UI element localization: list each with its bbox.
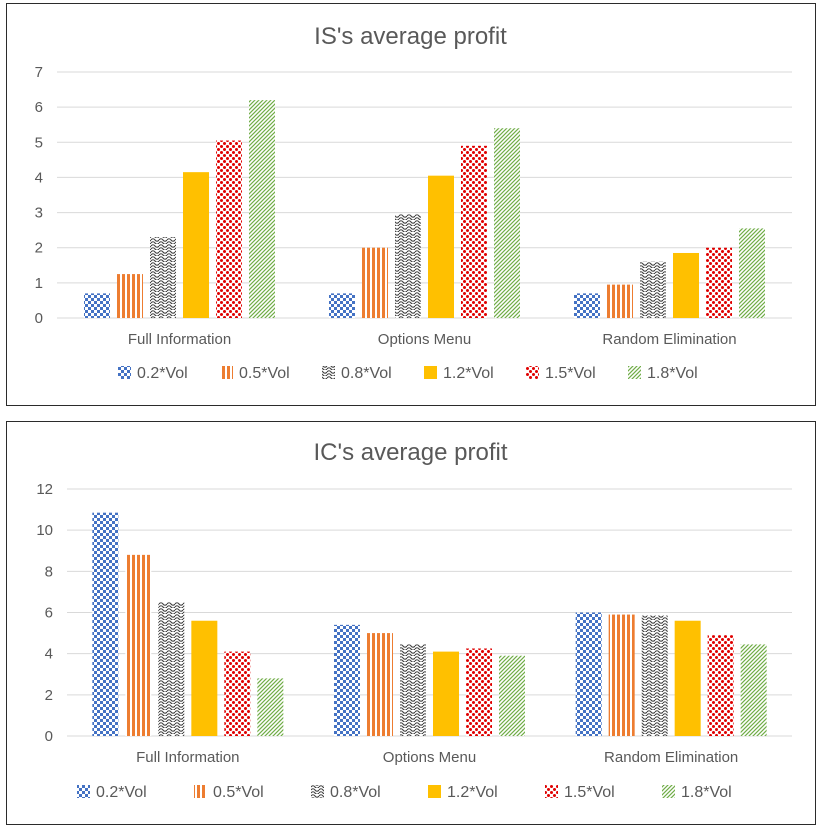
is-legend-label: 1.2*Vol — [443, 365, 494, 382]
is-profit-chart-panel: IS's average profit 0 1 2 3 4 5 6 7 0.2*Vol: 0.7 0… — [6, 3, 816, 406]
is-bar-options-menu-0_8-vol: 0.8*Vol: 2.95 — [395, 214, 421, 318]
ic-profit-chart-panel: IC's average profit 0 2 4 6 8 10 12 0.2*Vol: 10.… — [6, 421, 816, 825]
ic-bar-options-menu-1_5-vol: 1.5*Vol: 4.25 — [466, 648, 492, 736]
ic-bar-random-elimination-0_8-vol: 0.8*Vol: 5.85 — [641, 615, 668, 736]
is-legend-swatch — [322, 366, 335, 379]
ic-y-tick-label: 8 — [45, 563, 53, 580]
is-legend-swatch — [220, 366, 233, 379]
is-y-tick-label: 6 — [35, 99, 43, 116]
ic-legend-swatch — [311, 785, 324, 798]
ic-legend-swatch — [545, 785, 558, 798]
is-legend-swatch — [526, 366, 539, 379]
ic-legend-label: 0.5*Vol — [213, 784, 264, 801]
is-bar-random-elimination-1_8-vol: 1.8*Vol: 2.55 — [739, 228, 765, 318]
ic-bar-options-menu-0_8-vol: 0.8*Vol: 4.45 — [400, 644, 426, 736]
is-bar-random-elimination-0_8-vol: 0.8*Vol: 1.6 — [640, 261, 666, 318]
ic-y-tick-label: 12 — [36, 481, 53, 498]
is-legend-swatch — [118, 366, 131, 379]
is-bar-options-menu-0_2-vol: 0.2*Vol: 0.7 — [329, 293, 355, 318]
is-bar-full-information-0_2-vol: 0.2*Vol: 0.7 — [84, 293, 110, 318]
is-chart-title: IS's average profit — [314, 23, 507, 50]
ic-legend-label: 1.5*Vol — [564, 784, 615, 801]
ic-bar-random-elimination-1_5-vol: 1.5*Vol: 4.9 — [707, 635, 734, 736]
is-bar-random-elimination-0_2-vol: 0.2*Vol: 0.7 — [574, 293, 600, 318]
ic-y-tick-label: 2 — [45, 687, 53, 704]
ic-bar-random-elimination-1_8-vol: 1.8*Vol: 4.45 — [740, 644, 767, 736]
ic-y-tick-label: 6 — [45, 605, 53, 622]
ic-chart-title: IC's average profit — [313, 439, 507, 466]
ic-bar-options-menu-1_2-vol: 1.2*Vol: 4.1 — [433, 651, 459, 736]
is-bar-options-menu-1_2-vol: 1.2*Vol: 4.05 — [428, 175, 454, 318]
is-y-tick-label: 7 — [35, 64, 43, 81]
is-legend-label: 0.8*Vol — [341, 365, 392, 382]
is-y-tick-label: 0 — [35, 310, 43, 327]
ic-bar-full-information-0_5-vol: 0.5*Vol: 8.8 — [125, 554, 152, 736]
is-bar-full-information-0_8-vol: 0.8*Vol: 2.3 — [150, 237, 176, 318]
is-legend-swatch — [628, 366, 641, 379]
ic-legend-swatch — [662, 785, 675, 798]
ic-bar-random-elimination-0_2-vol: 0.2*Vol: 6 — [575, 612, 602, 736]
is-bar-options-menu-1_8-vol: 1.8*Vol: 5.4 — [494, 128, 520, 318]
is-legend-swatch — [424, 366, 437, 379]
ic-bar-random-elimination-0_5-vol: 0.5*Vol: 5.9 — [608, 614, 635, 736]
is-y-tick-label: 4 — [35, 169, 43, 186]
ic-bar-random-elimination-1_2-vol: 1.2*Vol: 5.6 — [674, 620, 701, 736]
ic-bar-options-menu-0_2-vol: 0.2*Vol: 5.4 — [334, 624, 360, 736]
is-bar-full-information-1_5-vol: 1.5*Vol: 5.05 — [216, 140, 242, 318]
ic-legend-label: 1.8*Vol — [681, 784, 732, 801]
is-y-tick-label: 2 — [35, 240, 43, 257]
is-bar-random-elimination-1_5-vol: 1.5*Vol: 2 — [706, 247, 732, 318]
is-legend-label: 1.8*Vol — [647, 365, 698, 382]
ic-legend-swatch — [77, 785, 90, 798]
is-legend-label: 0.5*Vol — [239, 365, 290, 382]
is-category-label: Random Elimination — [602, 331, 736, 348]
ic-bar-full-information-1_8-vol: 1.8*Vol: 2.8 — [257, 678, 284, 736]
ic-category-label: Full Information — [136, 749, 239, 766]
is-y-tick-label: 5 — [35, 134, 43, 151]
is-bar-random-elimination-1_2-vol: 1.2*Vol: 1.85 — [673, 252, 699, 318]
is-bar-full-information-1_2-vol: 1.2*Vol: 4.15 — [183, 172, 209, 318]
ic-bar-full-information-0_8-vol: 0.8*Vol: 6.5 — [158, 602, 185, 736]
ic-bar-full-information-1_2-vol: 1.2*Vol: 5.6 — [191, 620, 218, 736]
is-category-label: Options Menu — [378, 331, 471, 348]
ic-profit-chart: IC's average profit 0 2 4 6 8 10 12 0.2*Vol: 10.… — [36, 439, 792, 801]
is-bar-options-menu-1_5-vol: 1.5*Vol: 4.9 — [461, 145, 487, 318]
ic-bar-options-menu-1_8-vol: 1.8*Vol: 3.9 — [499, 655, 525, 736]
ic-category-label: Random Elimination — [604, 749, 738, 766]
ic-category-label: Options Menu — [383, 749, 476, 766]
ic-y-tick-label: 4 — [45, 646, 53, 663]
is-bar-random-elimination-0_5-vol: 0.5*Vol: 0.95 — [607, 284, 633, 318]
ic-y-tick-label: 0 — [45, 728, 53, 745]
ic-bar-full-information-1_5-vol: 1.5*Vol: 4.1 — [224, 651, 251, 736]
ic-legend-swatch — [428, 785, 441, 798]
is-bar-options-menu-0_5-vol: 0.5*Vol: 2 — [362, 247, 388, 318]
is-legend-label: 1.5*Vol — [545, 365, 596, 382]
is-bar-full-information-0_5-vol: 0.5*Vol: 1.25 — [117, 274, 143, 318]
is-category-label: Full Information — [128, 331, 231, 348]
is-profit-chart: IS's average profit 0 1 2 3 4 5 6 7 0.2*Vol: 0.7 0… — [35, 23, 792, 382]
ic-legend-label: 0.8*Vol — [330, 784, 381, 801]
ic-y-tick-label: 10 — [36, 522, 53, 539]
is-y-tick-label: 3 — [35, 205, 43, 222]
ic-legend-label: 0.2*Vol — [96, 784, 147, 801]
ic-bar-options-menu-0_5-vol: 0.5*Vol: 5 — [367, 633, 393, 736]
ic-legend-label: 1.2*Vol — [447, 784, 498, 801]
ic-legend-swatch — [194, 785, 207, 798]
is-bar-full-information-1_8-vol: 1.8*Vol: 6.2 — [249, 100, 275, 318]
is-legend-label: 0.2*Vol — [137, 365, 188, 382]
ic-bar-full-information-0_2-vol: 0.2*Vol: 10.85 — [92, 512, 119, 736]
is-y-tick-label: 1 — [35, 275, 43, 292]
